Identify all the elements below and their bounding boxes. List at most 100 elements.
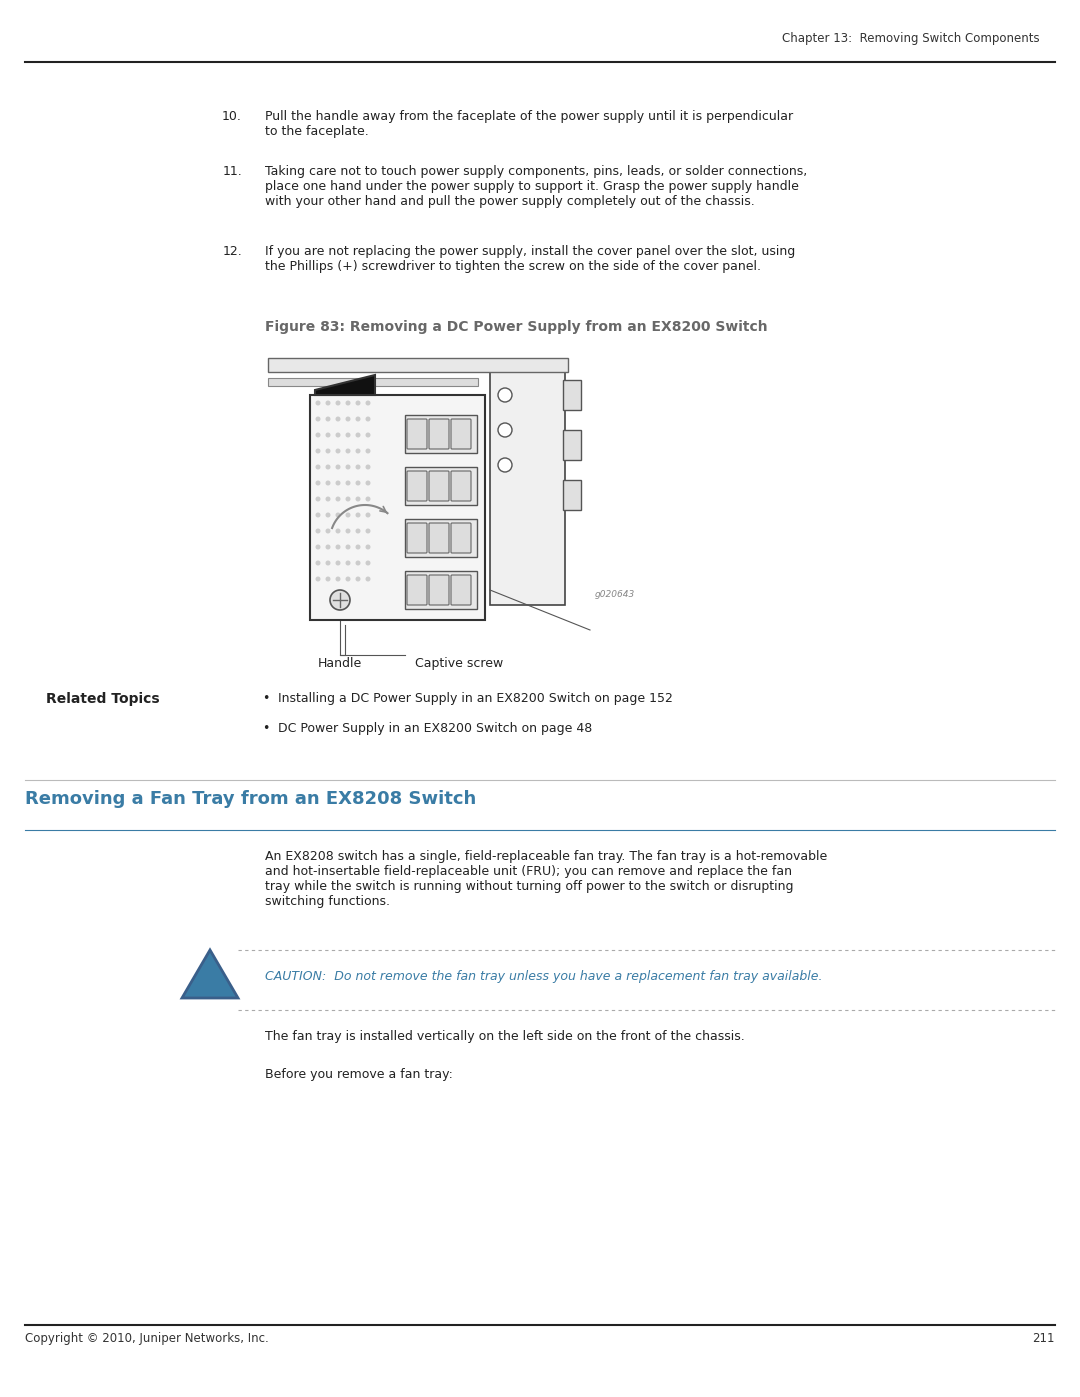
Circle shape: [355, 401, 361, 405]
Circle shape: [336, 401, 340, 405]
Text: •: •: [262, 722, 270, 735]
Circle shape: [330, 590, 350, 610]
Circle shape: [346, 577, 351, 581]
FancyBboxPatch shape: [451, 576, 471, 605]
Text: Pull the handle away from the faceplate of the power supply until it is perpendi: Pull the handle away from the faceplate …: [265, 110, 793, 138]
Circle shape: [315, 545, 321, 549]
Circle shape: [365, 481, 370, 486]
Circle shape: [336, 448, 340, 454]
FancyBboxPatch shape: [429, 576, 449, 605]
Text: CAUTION:  Do not remove the fan tray unless you have a replacement fan tray avai: CAUTION: Do not remove the fan tray unle…: [265, 970, 823, 983]
Circle shape: [355, 496, 361, 502]
Text: Before you remove a fan tray:: Before you remove a fan tray:: [265, 1067, 453, 1081]
Circle shape: [346, 448, 351, 454]
Circle shape: [365, 433, 370, 437]
Circle shape: [315, 496, 321, 502]
Circle shape: [355, 528, 361, 534]
Circle shape: [346, 528, 351, 534]
Circle shape: [365, 416, 370, 422]
Text: 12.: 12.: [222, 244, 242, 258]
Text: DC Power Supply in an EX8200 Switch on page 48: DC Power Supply in an EX8200 Switch on p…: [278, 722, 592, 735]
Text: g020643: g020643: [595, 590, 635, 599]
FancyBboxPatch shape: [429, 471, 449, 502]
Circle shape: [315, 513, 321, 517]
Circle shape: [325, 577, 330, 581]
FancyBboxPatch shape: [451, 419, 471, 448]
Circle shape: [346, 481, 351, 486]
Circle shape: [498, 423, 512, 437]
FancyBboxPatch shape: [429, 522, 449, 553]
Circle shape: [355, 416, 361, 422]
Circle shape: [355, 513, 361, 517]
Circle shape: [346, 464, 351, 469]
Text: 11.: 11.: [222, 165, 242, 177]
Circle shape: [325, 513, 330, 517]
Circle shape: [336, 577, 340, 581]
Text: The fan tray is installed vertically on the left side on the front of the chassi: The fan tray is installed vertically on …: [265, 1030, 745, 1044]
Circle shape: [365, 528, 370, 534]
Text: An EX8208 switch has a single, field-replaceable fan tray. The fan tray is a hot: An EX8208 switch has a single, field-rep…: [265, 849, 827, 908]
Text: Related Topics: Related Topics: [46, 692, 160, 705]
Text: Copyright © 2010, Juniper Networks, Inc.: Copyright © 2010, Juniper Networks, Inc.: [25, 1331, 269, 1345]
Circle shape: [346, 496, 351, 502]
Text: •: •: [262, 692, 270, 705]
Text: Captive screw: Captive screw: [415, 657, 503, 671]
Circle shape: [336, 416, 340, 422]
Circle shape: [315, 560, 321, 566]
Circle shape: [315, 464, 321, 469]
Text: Removing a Fan Tray from an EX8208 Switch: Removing a Fan Tray from an EX8208 Switc…: [25, 789, 476, 807]
Circle shape: [365, 513, 370, 517]
Circle shape: [325, 560, 330, 566]
Bar: [490, 365, 565, 605]
Circle shape: [325, 545, 330, 549]
Circle shape: [355, 577, 361, 581]
Bar: [310, 395, 485, 620]
Circle shape: [365, 545, 370, 549]
Circle shape: [365, 496, 370, 502]
Text: Handle: Handle: [318, 657, 362, 671]
Circle shape: [315, 528, 321, 534]
Polygon shape: [183, 950, 238, 997]
Circle shape: [315, 577, 321, 581]
Circle shape: [346, 560, 351, 566]
Circle shape: [315, 416, 321, 422]
Circle shape: [325, 448, 330, 454]
FancyBboxPatch shape: [407, 471, 427, 502]
Text: !: !: [205, 975, 215, 995]
Circle shape: [315, 433, 321, 437]
Circle shape: [325, 528, 330, 534]
FancyBboxPatch shape: [429, 419, 449, 448]
Circle shape: [346, 401, 351, 405]
Circle shape: [346, 545, 351, 549]
Bar: [563, 380, 581, 409]
Circle shape: [346, 416, 351, 422]
FancyBboxPatch shape: [407, 522, 427, 553]
Circle shape: [336, 481, 340, 486]
Bar: [405, 571, 477, 609]
Circle shape: [365, 464, 370, 469]
Bar: [268, 379, 478, 386]
Circle shape: [336, 528, 340, 534]
Bar: [405, 415, 477, 453]
Circle shape: [325, 401, 330, 405]
FancyBboxPatch shape: [407, 576, 427, 605]
Circle shape: [346, 433, 351, 437]
Circle shape: [325, 481, 330, 486]
Text: Installing a DC Power Supply in an EX8200 Switch on page 152: Installing a DC Power Supply in an EX820…: [278, 692, 673, 705]
Circle shape: [336, 513, 340, 517]
Text: If you are not replacing the power supply, install the cover panel over the slot: If you are not replacing the power suppl…: [265, 244, 795, 272]
Circle shape: [365, 577, 370, 581]
Bar: [563, 430, 581, 460]
Circle shape: [336, 545, 340, 549]
FancyBboxPatch shape: [451, 522, 471, 553]
FancyBboxPatch shape: [451, 471, 471, 502]
Circle shape: [498, 458, 512, 472]
Circle shape: [355, 464, 361, 469]
Bar: [268, 358, 568, 372]
Text: 211: 211: [1032, 1331, 1055, 1345]
Circle shape: [365, 401, 370, 405]
Circle shape: [325, 433, 330, 437]
Circle shape: [355, 433, 361, 437]
Circle shape: [365, 448, 370, 454]
Circle shape: [315, 401, 321, 405]
